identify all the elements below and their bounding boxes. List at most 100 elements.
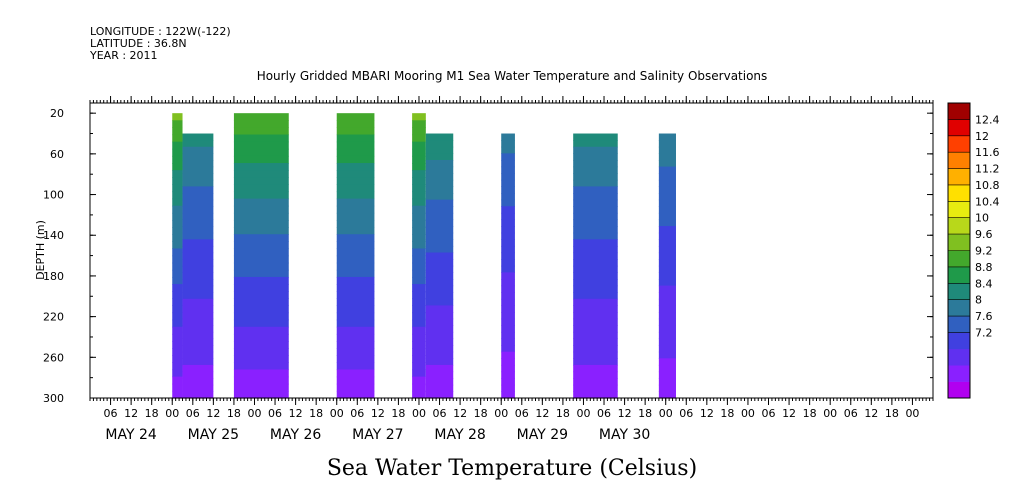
data-block-2-band [233,148,289,157]
data-block-0-band [172,227,183,235]
data-block-6-band [501,312,515,320]
colorbar-label: 11.6 [975,146,1000,159]
x-tick-label: 18 [309,407,323,420]
data-block-1-band [182,331,214,340]
data-block-0-band [172,177,183,185]
colorbar-swatch [948,250,970,268]
data-block-1-band [182,140,214,148]
colorbar-swatch [948,201,970,219]
data-block-2-band [233,326,289,335]
data-block-6-band [501,146,515,154]
colorbar-swatch [948,135,970,153]
data-block-5-band [425,159,454,168]
data-block-3-band [336,198,375,207]
data-block-7-band [573,325,618,333]
data-block-1-band [182,252,214,260]
data-block-6-band [501,133,515,141]
data-block-4-band [412,241,426,250]
x-tick-label: 12 [206,407,220,420]
x-tick-label: 18 [885,407,899,420]
data-block-5-band [425,305,454,313]
data-block-0-band [172,141,183,150]
data-block-6-band [501,173,515,181]
data-block-5-band [425,285,454,293]
data-block-7-band [573,272,618,280]
data-block-4-band [412,163,426,171]
data-block-6-band [501,384,515,392]
data-block-3-band [336,127,375,136]
data-block-8-band [658,358,676,366]
x-tick-label: 06 [679,407,693,420]
year-label: YEAR : 2011 [89,49,158,62]
data-block-7-band [573,212,618,221]
data-block-3-band [336,227,375,235]
data-block-8-band [658,259,676,267]
x-day-label: MAY 30 [599,427,650,443]
colorbar-swatch [948,283,970,300]
data-block-7-band [573,331,618,340]
x-tick-label: 12 [535,407,549,420]
x-tick-label: 18 [720,407,734,420]
data-block-2-band [233,369,289,378]
data-block-2-band [233,163,289,171]
data-block-4-band [412,134,426,143]
data-block-5-band [425,179,454,188]
y-tick-label: 220 [43,311,64,324]
data-block-6-band [501,358,515,366]
data-block-5-band [425,351,454,359]
data-block-6-band [501,331,515,340]
colorbar-label: 8.4 [975,277,993,290]
data-block-6-band [501,391,515,399]
x-tick-label: 00 [576,407,590,420]
data-block-5-band [425,252,454,260]
data-block-5-band [425,153,454,161]
data-block-8-band [658,378,676,386]
data-block-3-band [336,348,375,356]
data-block-4-band [412,291,426,299]
data-block-4-band [412,141,426,150]
data-block-4-band [412,212,426,221]
data-block-5-band [425,318,454,326]
data-block-1-band [182,226,214,234]
data-block-7-band [573,364,618,373]
data-block-5-band [425,325,454,333]
data-block-0-band [172,134,183,143]
data-block-0-band [172,369,183,378]
x-tick-label: 06 [515,407,529,420]
data-block-8-band [658,298,676,307]
latitude-label: LATITUDE : 36.8N [90,37,187,50]
data-block-1-band [182,325,214,333]
data-block-4-band [412,284,426,292]
data-block-0-band [172,113,183,121]
data-block-0-band [172,362,183,371]
x-tick-label: 12 [782,407,796,420]
data-block-5-band [425,186,454,194]
data-block-4-band [412,312,426,321]
data-block-0-band [172,291,183,299]
data-block-1-band [182,358,214,366]
data-block-6-band [501,239,515,247]
data-block-5-band [425,199,454,207]
colorbar-swatch [948,348,970,366]
data-block-5-band [425,239,454,247]
colorbar-swatch [948,184,970,202]
data-block-6-band [501,159,515,168]
data-block-5-band [425,378,454,386]
data-block-4-band [412,376,426,385]
data-block-6-band [501,219,515,227]
data-block-1-band [182,305,214,313]
data-block-7-band [573,312,618,320]
data-block-0-band [172,120,183,129]
data-block-2-band [233,284,289,292]
data-block-3-band [336,255,375,264]
colorbar-label: 11.2 [975,163,1000,176]
x-tick-label: 18 [803,407,817,420]
data-block-6-band [501,199,515,207]
data-block-5-band [425,219,454,227]
data-block-1-band [182,219,214,227]
data-block-0-band [172,312,183,321]
colorbar: 12.4 12 11.6 11.2 10.8 10.4 10 9.6 9.2 8.8 8.4 8 7.6… [947,102,1000,399]
x-tick-label: 12 [124,407,138,420]
x-tick-label: 00 [659,407,673,420]
x-tick-label: 12 [700,407,714,420]
